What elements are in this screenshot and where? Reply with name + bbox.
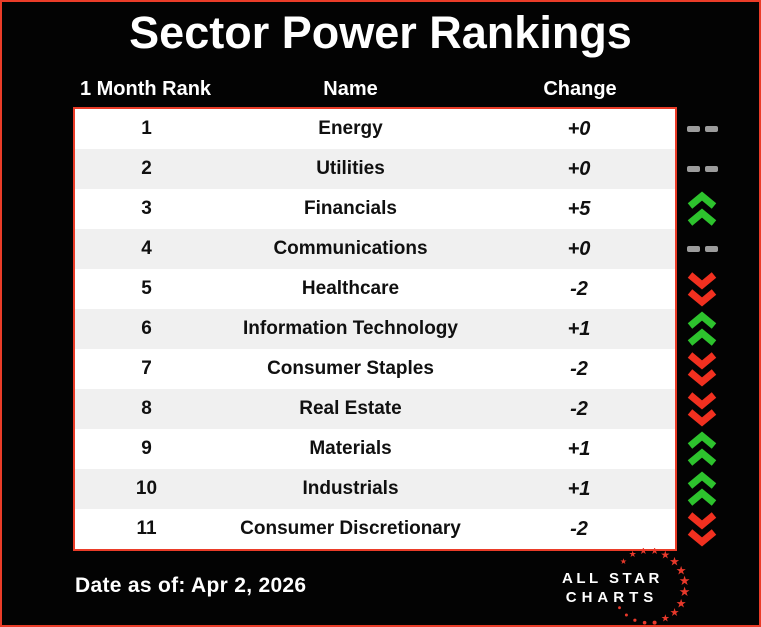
- trend-down-icon: [677, 389, 727, 429]
- table-row: 3 Financials +5: [75, 189, 675, 229]
- double-chevron-icon: [687, 431, 717, 466]
- change-value: -2: [570, 358, 588, 380]
- column-header-rank: 1 Month Rank: [79, 77, 212, 100]
- trend-flat-icon: [677, 149, 727, 189]
- change-value: -2: [570, 398, 588, 420]
- rank-value: 10: [135, 478, 158, 499]
- star-circle-icon: ★ ★ ★ ★ ★ ★ ★ ★ ★ ★ ★ ★: [618, 548, 691, 625]
- date-as-of-label: Date as of: Apr 2, 2026: [75, 574, 307, 597]
- svg-text:★: ★: [676, 596, 687, 610]
- rankings-table: 1 Energy +0 2 Utilities +0 3 Financials …: [73, 107, 677, 551]
- sector-name: Materials: [309, 438, 392, 459]
- table-row: 2 Utilities +0: [75, 149, 675, 189]
- double-chevron-icon: [687, 352, 717, 387]
- trend-indicator-column: [677, 109, 727, 549]
- change-value: +1: [567, 478, 591, 500]
- rank-value: 8: [141, 398, 152, 419]
- sector-name: Information Technology: [243, 318, 458, 339]
- trend-up-icon: [677, 309, 727, 349]
- sector-name: Communications: [273, 238, 428, 259]
- sector-name: Industrials: [302, 478, 399, 499]
- trend-up-icon: [677, 429, 727, 469]
- trend-down-icon: [677, 349, 727, 389]
- sector-name: Utilities: [316, 158, 385, 179]
- svg-text:★: ★: [620, 557, 627, 566]
- rank-value: 6: [141, 318, 152, 339]
- svg-text:★: ★: [670, 606, 680, 619]
- change-value: -2: [570, 518, 588, 540]
- logo-line1: ALL STAR: [562, 570, 663, 587]
- double-dash-icon: [686, 126, 718, 132]
- table-row: 10 Industrials +1: [75, 469, 675, 509]
- svg-text:★: ★: [679, 585, 691, 600]
- table-column-headers: 1 Month Rank Name Change: [73, 74, 677, 104]
- rank-value: 9: [141, 438, 152, 459]
- rank-value: 2: [141, 158, 152, 179]
- sector-name: Energy: [318, 118, 383, 139]
- change-value: +0: [567, 158, 591, 180]
- change-value: +5: [567, 198, 591, 220]
- rank-value: 3: [141, 198, 152, 219]
- trend-up-icon: [677, 469, 727, 509]
- svg-text:★: ★: [629, 550, 637, 560]
- sector-name: Healthcare: [301, 278, 400, 299]
- svg-text:★: ★: [669, 555, 680, 569]
- rank-value: 5: [141, 278, 152, 299]
- svg-text:★: ★: [676, 564, 687, 578]
- svg-text:★: ★: [661, 614, 670, 625]
- double-dash-icon: [686, 246, 718, 252]
- rank-value: 4: [141, 238, 152, 259]
- trend-flat-icon: [677, 229, 727, 269]
- trend-down-icon: [677, 269, 727, 309]
- double-chevron-icon: [687, 471, 717, 506]
- double-chevron-icon: [687, 392, 717, 427]
- change-value: +0: [567, 238, 591, 260]
- rank-value: 11: [136, 518, 157, 539]
- double-chevron-icon: [687, 191, 717, 226]
- table-row: 1 Energy +0: [75, 109, 675, 149]
- change-value: -2: [570, 278, 588, 300]
- double-chevron-icon: [687, 311, 717, 346]
- logo-text: ALL STAR CHARTS: [562, 569, 662, 607]
- svg-text:★: ★: [639, 548, 648, 557]
- change-value: +1: [567, 318, 591, 340]
- trend-up-icon: [677, 189, 727, 229]
- rank-value: 7: [141, 358, 152, 379]
- trend-flat-icon: [677, 109, 727, 149]
- svg-text:★: ★: [660, 548, 670, 561]
- sector-name: Real Estate: [299, 398, 402, 419]
- sector-name: Consumer Staples: [267, 358, 434, 379]
- table-row: 5 Healthcare -2: [75, 269, 675, 309]
- allstarcharts-logo: ★ ★ ★ ★ ★ ★ ★ ★ ★ ★ ★ ★ ALL STAR CHART: [552, 548, 722, 625]
- double-chevron-icon: [687, 272, 717, 307]
- sector-name: Consumer Discretionary: [240, 518, 461, 539]
- table-row: 6 Information Technology +1: [75, 309, 675, 349]
- change-value: +0: [567, 118, 591, 140]
- trend-down-icon: [677, 509, 727, 549]
- column-header-name: Name: [323, 77, 378, 100]
- table-row: 7 Consumer Staples -2: [75, 349, 675, 389]
- column-header-change: Change: [543, 77, 617, 100]
- double-dash-icon: [686, 166, 718, 172]
- svg-text:★: ★: [679, 574, 691, 589]
- change-value: +1: [567, 438, 591, 460]
- svg-text:★: ★: [650, 548, 659, 557]
- sector-name: Financials: [304, 198, 397, 219]
- table-row: 11 Consumer Discretionary -2: [75, 509, 675, 549]
- rank-value: 1: [141, 118, 152, 139]
- table-row: 8 Real Estate -2: [75, 389, 675, 429]
- page-title: Sector Power Rankings: [129, 7, 632, 58]
- table-row: 4 Communications +0: [75, 229, 675, 269]
- logo-line2: CHARTS: [565, 589, 659, 606]
- table-row: 9 Materials +1: [75, 429, 675, 469]
- double-chevron-icon: [687, 512, 717, 547]
